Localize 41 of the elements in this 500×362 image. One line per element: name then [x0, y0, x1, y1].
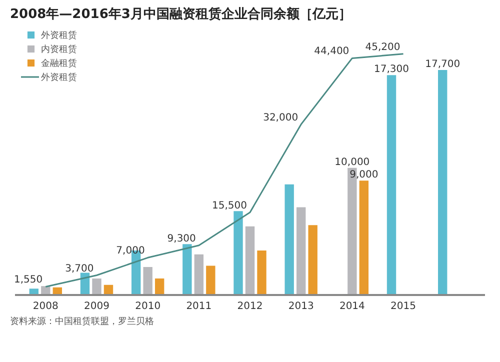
bar [386, 75, 396, 295]
bar [308, 225, 318, 295]
data-label: 44,400 [314, 46, 350, 58]
bar [245, 226, 255, 295]
data-label: 9,000 [350, 170, 378, 181]
data-label: 17,700 [425, 59, 460, 70]
x-tick-label: 2009 [84, 301, 110, 312]
bar [194, 254, 204, 295]
bar [234, 211, 243, 295]
x-tick-label: 2008 [32, 301, 58, 312]
bar [359, 180, 369, 295]
x-tick-label: 2015 [390, 301, 416, 312]
bar [438, 70, 448, 295]
bar [154, 278, 164, 295]
bar [257, 250, 266, 295]
data-label: 45,200 [365, 42, 400, 53]
data-label: 1,550 [14, 274, 43, 286]
data-label: 32,000 [263, 112, 298, 124]
legend-label: 外资租赁 [41, 72, 77, 83]
chart-title: 2008年—2016年3月中国融资租赁企业合同余额［亿元］ [10, 6, 352, 22]
bar [296, 207, 306, 295]
x-tick-label: 2011 [186, 301, 212, 312]
data-label: 10,000 [334, 156, 370, 168]
x-tick-label: 2010 [135, 301, 161, 312]
data-label: 15,500 [212, 200, 247, 212]
x-tick-label: 2014 [339, 301, 365, 312]
data-label: 3,700 [65, 263, 94, 274]
legend-label: 金融租赁 [41, 58, 77, 69]
data-label: 9,300 [167, 233, 196, 244]
legend-label: 内资租赁 [41, 44, 77, 55]
bar [206, 266, 216, 295]
legend-label: 外资租赁 [41, 30, 77, 41]
bar [182, 244, 192, 295]
bar [284, 184, 294, 295]
bar [143, 267, 152, 295]
x-tick-label: 2013 [288, 301, 314, 312]
data-label: 7,000 [116, 246, 145, 257]
bar [92, 278, 102, 295]
text: 资料来源：中国租赁联盟，罗兰贝格 [10, 316, 154, 327]
data-label: 17,300 [374, 64, 410, 76]
x-tick-label: 2012 [237, 301, 263, 312]
